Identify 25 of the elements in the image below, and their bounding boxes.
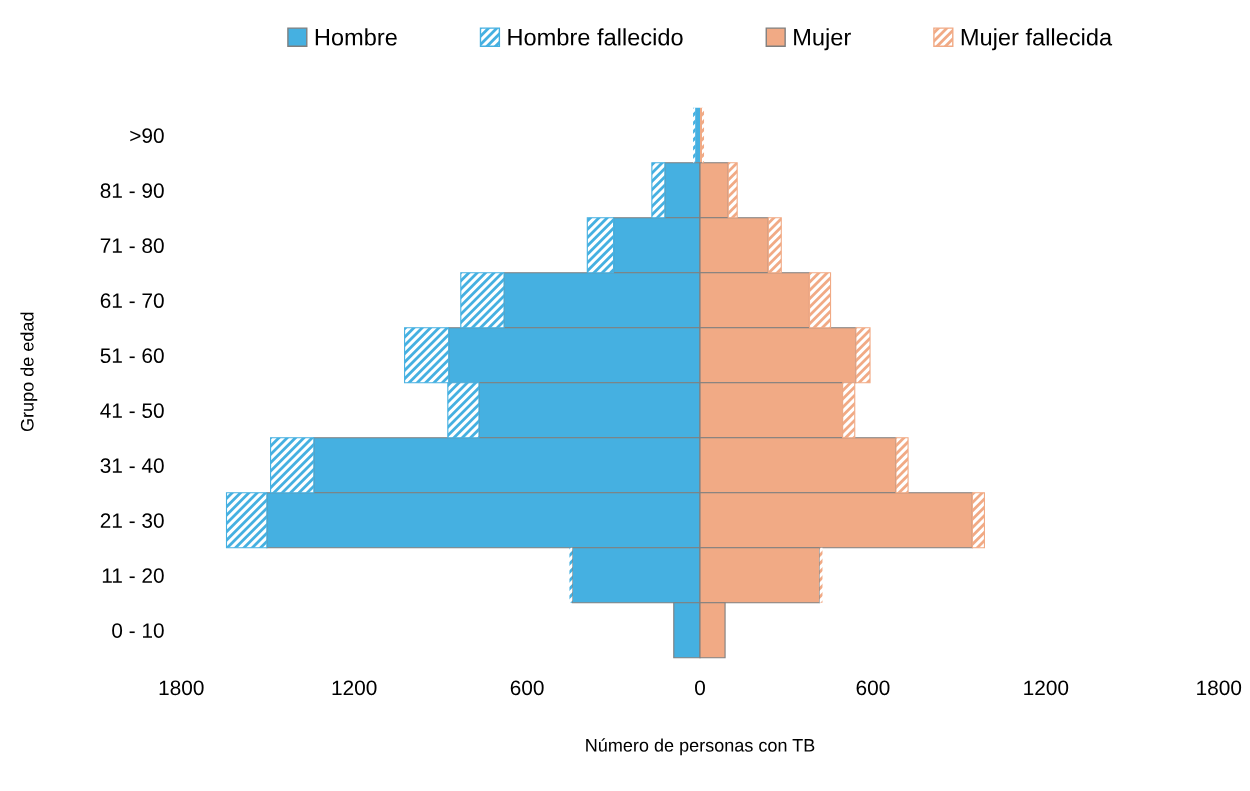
y-tick-label: 81 - 90 — [100, 183, 164, 199]
y-tick-label: 51 - 60 — [100, 348, 164, 364]
x-tick-label: 600 — [510, 680, 544, 696]
y-tick-label: 41 - 50 — [100, 403, 164, 419]
legend-label: Hombre — [315, 28, 397, 46]
x-tick-label: 1200 — [332, 680, 377, 696]
y-tick-label: >90 — [130, 128, 164, 144]
y-tick-label: 21 - 30 — [100, 513, 164, 529]
x-tick-label: 1200 — [1024, 680, 1069, 696]
y-tick-label: 71 - 80 — [100, 238, 164, 254]
legend-label: Mujer fallecida — [961, 28, 1113, 51]
x-tick-label: 600 — [856, 680, 890, 696]
legend-label: Mujer — [794, 28, 851, 51]
x-axis-title: Número de personas con TB — [586, 738, 815, 756]
x-tick-label: 1800 — [1197, 680, 1242, 696]
bar — [569, 547, 573, 603]
y-axis-title: Grupo de edad — [20, 312, 38, 432]
x-tick-label: 1800 — [159, 680, 204, 696]
bar — [693, 107, 696, 163]
y-tick-label: 11 - 20 — [102, 568, 164, 583]
y-tick-label: 61 - 70 — [100, 293, 164, 309]
y-tick-label: 0 - 10 — [112, 623, 164, 638]
y-tick-label: 31 - 40 — [100, 458, 164, 474]
x-tick-label: 0 — [695, 680, 705, 696]
legend-label: Hombre fallecido — [508, 28, 683, 46]
